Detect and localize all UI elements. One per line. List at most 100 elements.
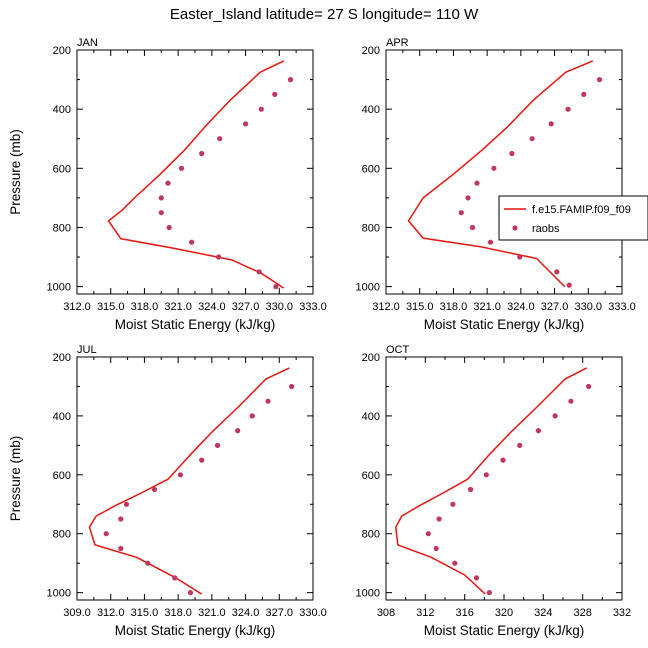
raobs-point bbox=[216, 254, 222, 260]
x-tick-label: 330.0 bbox=[266, 301, 294, 313]
legend-box bbox=[498, 195, 648, 241]
raobs-point bbox=[469, 224, 476, 231]
x-axis-label: Moist Static Energy (kJ/kg) bbox=[424, 623, 585, 638]
y-tick-label: 200 bbox=[362, 45, 380, 57]
y-tick-label: 1000 bbox=[356, 588, 380, 600]
legend-marker-swatch bbox=[512, 225, 518, 231]
raobs-point bbox=[249, 413, 255, 419]
y-tick-label: 1000 bbox=[47, 588, 71, 600]
x-tick-label: 321.0 bbox=[164, 301, 192, 313]
raobs-point bbox=[517, 442, 523, 448]
raobs-point bbox=[256, 269, 262, 275]
x-axis-label: Moist Static Energy (kJ/kg) bbox=[424, 317, 585, 332]
x-tick-label: 327.0 bbox=[232, 301, 260, 313]
panel-jan: 312.0 315.0 318.0 321.0 324.0 327.0 330.0 333.0… bbox=[8, 37, 327, 332]
x-tick-label: 324.0 bbox=[232, 607, 260, 619]
plot-frame bbox=[385, 49, 623, 295]
raobs-point bbox=[243, 121, 249, 127]
raobs-point bbox=[287, 77, 294, 83]
raobs-point bbox=[158, 210, 164, 216]
raobs-point bbox=[273, 284, 279, 290]
x-tick-label: 332 bbox=[613, 607, 631, 619]
x-tick-label: 315.0 bbox=[406, 301, 434, 313]
x-axis-label: Moist Static Energy (kJ/kg) bbox=[115, 317, 276, 332]
legend-label: f.e15.FAMIP.f09_f09 bbox=[532, 204, 631, 216]
x-tick-label: 333.0 bbox=[608, 301, 636, 313]
raobs-point bbox=[548, 121, 554, 127]
raobs-point bbox=[425, 531, 431, 537]
raobs-point bbox=[189, 239, 195, 245]
raobs-point bbox=[178, 165, 185, 171]
x-axis-label: Moist Static Energy (kJ/kg) bbox=[115, 623, 276, 638]
raobs-point bbox=[272, 91, 278, 97]
x-tick-label: 315.0 bbox=[131, 607, 159, 619]
panel-apr: 312.0 315.0 318.0 321.0 324.0 327.0 330.0 333.0… bbox=[356, 37, 636, 332]
y-tick-label: 400 bbox=[53, 411, 71, 423]
x-tick-label: 327.0 bbox=[266, 607, 294, 619]
raobs-point bbox=[452, 560, 458, 566]
y-tick-label: 1000 bbox=[356, 282, 380, 294]
x-tick-label: 328 bbox=[573, 607, 591, 619]
raobs-point bbox=[483, 472, 489, 478]
y-axis-label: Pressure (mb) bbox=[8, 436, 23, 522]
raobs-point bbox=[486, 590, 492, 596]
panel-oct: 308 312 316 320 324 328 332 200 400 600 800 1000 OCT… bbox=[356, 344, 632, 638]
x-tick-label: 320 bbox=[495, 607, 513, 619]
panel-label: JUL bbox=[77, 344, 97, 356]
x-tick-label: 324.0 bbox=[198, 301, 226, 313]
y-tick-label: 200 bbox=[53, 45, 71, 57]
raobs-point bbox=[450, 501, 456, 507]
panel-jul: 309.0 312.0 315.0 318.0 321.0 324.0 327.0 330.0… bbox=[8, 344, 327, 638]
raobs-point bbox=[552, 413, 558, 419]
raobs-point bbox=[151, 486, 158, 493]
raobs-point bbox=[289, 383, 295, 390]
model-line bbox=[395, 367, 587, 595]
panel-label: APR bbox=[386, 37, 409, 49]
raobs-point bbox=[535, 428, 542, 434]
y-tick-label: 600 bbox=[53, 470, 71, 482]
raobs-point bbox=[214, 442, 221, 448]
x-tick-label: 333.0 bbox=[299, 301, 327, 313]
raobs-point bbox=[473, 575, 480, 581]
raobs-point bbox=[187, 590, 194, 596]
y-tick-label: 600 bbox=[53, 163, 71, 175]
y-tick-label: 400 bbox=[362, 411, 380, 423]
legend-label: raobs bbox=[532, 223, 560, 235]
raobs-point bbox=[581, 91, 587, 97]
y-tick-label: 800 bbox=[53, 529, 71, 541]
model-line bbox=[407, 60, 594, 288]
x-tick-label: 324.0 bbox=[507, 301, 535, 313]
plot-frame bbox=[76, 356, 314, 601]
y-axis-label: Pressure (mb) bbox=[8, 129, 23, 215]
x-tick-label: 309.0 bbox=[63, 607, 91, 619]
x-tick-label: 315.0 bbox=[97, 301, 125, 313]
raobs-point bbox=[458, 210, 464, 216]
plot-frame bbox=[385, 356, 623, 601]
y-tick-label: 200 bbox=[53, 352, 71, 364]
x-tick-label: 308 bbox=[377, 607, 395, 619]
x-tick-label: 318.0 bbox=[164, 607, 192, 619]
x-tick-label: 312.0 bbox=[63, 301, 91, 313]
y-tick-label: 800 bbox=[362, 222, 380, 234]
raobs-point bbox=[172, 575, 178, 581]
raobs-point bbox=[468, 486, 474, 493]
raobs-point bbox=[433, 545, 439, 552]
y-tick-label: 800 bbox=[53, 222, 71, 234]
x-tick-label: 330.0 bbox=[575, 301, 603, 313]
raobs-point bbox=[529, 136, 535, 142]
raobs-point bbox=[554, 269, 560, 275]
x-tick-label: 312 bbox=[416, 607, 434, 619]
y-tick-label: 600 bbox=[362, 470, 380, 482]
raobs-point bbox=[166, 224, 172, 231]
raobs-point bbox=[596, 77, 603, 83]
raobs-point bbox=[165, 180, 171, 186]
y-tick-label: 1000 bbox=[47, 282, 71, 294]
panel-label: OCT bbox=[386, 344, 410, 356]
raobs-point bbox=[235, 428, 241, 434]
raobs-point bbox=[217, 136, 223, 142]
y-tick-label: 200 bbox=[362, 352, 380, 364]
raobs-point bbox=[568, 398, 574, 404]
raobs-point bbox=[118, 545, 124, 552]
